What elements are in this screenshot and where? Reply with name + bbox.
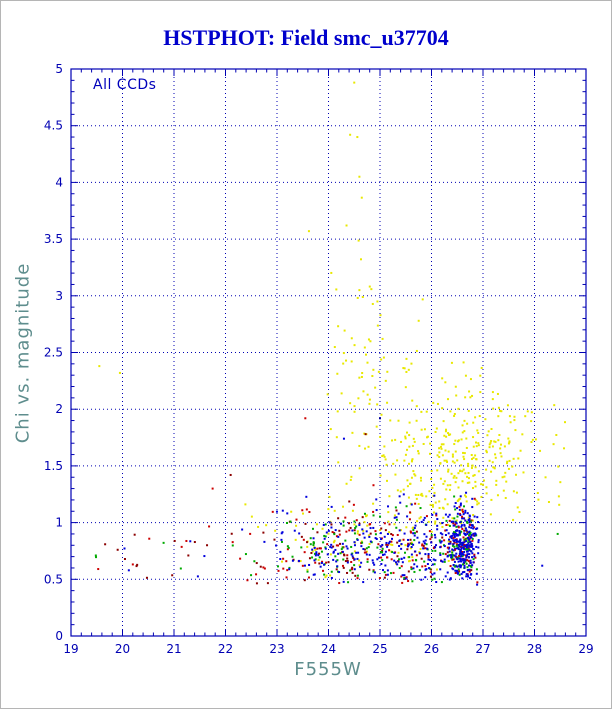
points-left-maroon (104, 533, 190, 579)
all-ccds-label: All CCDs (93, 77, 157, 93)
tick-labels: 19 20 21 22 23 24 25 26 27 28 29 0 0.5 1 1.5 2 2.5 3 3.5 4 4… (44, 62, 594, 656)
points-blue-band (203, 493, 479, 586)
svg-text:3.5: 3.5 (44, 232, 63, 246)
svg-text:0.5: 0.5 (44, 572, 63, 586)
points-left-blue (123, 540, 199, 578)
svg-text:29: 29 (578, 642, 593, 656)
grid-lines (71, 69, 586, 636)
points-left-green (94, 541, 182, 570)
points-yellow-right-sparse (498, 404, 566, 504)
points-yellow-upper-mid (371, 298, 447, 384)
svg-text:4.5: 4.5 (44, 119, 63, 133)
svg-text:24: 24 (321, 642, 336, 656)
svg-text:20: 20 (115, 642, 130, 656)
svg-text:23: 23 (269, 642, 284, 656)
points-outliers (98, 81, 559, 567)
svg-text:25: 25 (372, 642, 387, 656)
svg-text:1: 1 (55, 516, 63, 530)
svg-text:26: 26 (424, 642, 439, 656)
svg-text:5: 5 (55, 62, 63, 76)
points-yellow-cloud (374, 361, 567, 529)
svg-text:0: 0 (55, 629, 63, 643)
points-clump-blue (443, 491, 480, 581)
svg-text:19: 19 (63, 642, 78, 656)
svg-text:22: 22 (218, 642, 233, 656)
svg-text:4: 4 (55, 175, 63, 189)
svg-text:21: 21 (166, 642, 181, 656)
plot-frame (70, 68, 587, 637)
svg-text:1.5: 1.5 (44, 459, 63, 473)
points-left-red (97, 537, 188, 571)
points-yellow-column (326, 196, 394, 505)
svg-text:2.5: 2.5 (44, 346, 63, 360)
page-title: HSTPHOT: Field smc_u37704 (163, 25, 449, 50)
x-axis-label: F555W (294, 659, 362, 680)
svg-text:2: 2 (55, 402, 63, 416)
svg-text:28: 28 (527, 642, 542, 656)
axis-ticks (70, 68, 587, 637)
svg-text:27: 27 (475, 642, 490, 656)
scatter-points (94, 81, 567, 586)
svg-text:3: 3 (55, 289, 63, 303)
